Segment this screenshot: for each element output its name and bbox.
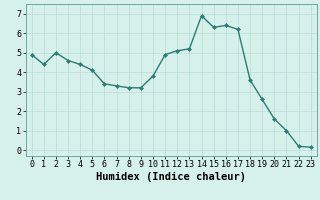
X-axis label: Humidex (Indice chaleur): Humidex (Indice chaleur) [96,172,246,182]
